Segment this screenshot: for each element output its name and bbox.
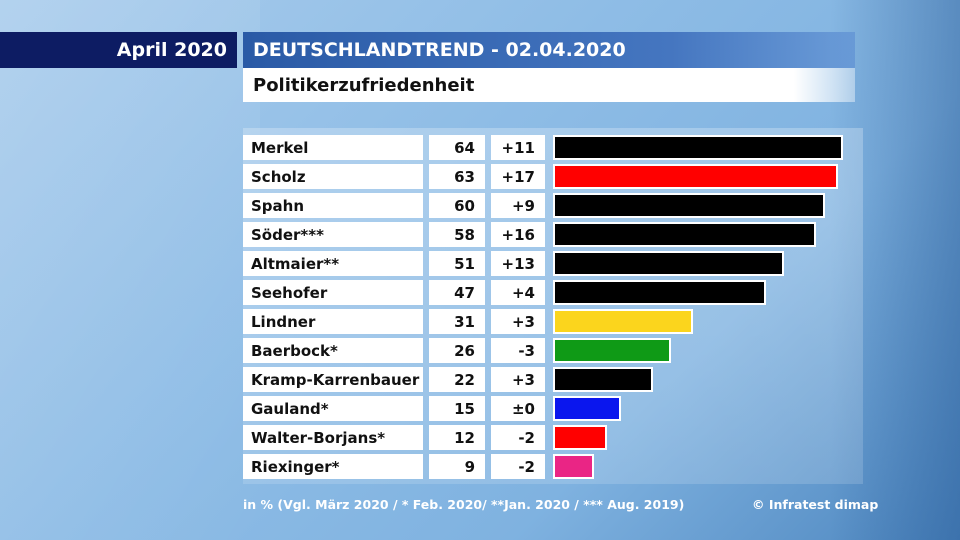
chart-row: Seehofer 47 +4 bbox=[243, 280, 863, 305]
category-label: Walter-Borjans* bbox=[243, 425, 423, 450]
bar bbox=[553, 164, 838, 189]
change-label: +9 bbox=[491, 193, 545, 218]
chart-row: Merkel 64 +11 bbox=[243, 135, 863, 160]
value-label: 31 bbox=[429, 309, 485, 334]
change-label: ±0 bbox=[491, 396, 545, 421]
change-label: -2 bbox=[491, 454, 545, 479]
background-decoration bbox=[0, 0, 260, 540]
chart-row: Gauland* 15 ±0 bbox=[243, 396, 863, 421]
category-label: Altmaier** bbox=[243, 251, 423, 276]
bar bbox=[553, 309, 693, 334]
value-label: 64 bbox=[429, 135, 485, 160]
bar bbox=[553, 193, 825, 218]
bar bbox=[553, 280, 766, 305]
bar bbox=[553, 251, 784, 276]
bar bbox=[553, 454, 594, 479]
category-label: Lindner bbox=[243, 309, 423, 334]
value-label: 15 bbox=[429, 396, 485, 421]
chart-subtitle: Politikerzufriedenheit bbox=[243, 68, 855, 102]
value-label: 9 bbox=[429, 454, 485, 479]
change-label: +4 bbox=[491, 280, 545, 305]
category-label: Kramp-Karrenbauer bbox=[243, 367, 423, 392]
change-label: +13 bbox=[491, 251, 545, 276]
chart-row: Riexinger* 9 -2 bbox=[243, 454, 863, 479]
bar bbox=[553, 425, 607, 450]
value-label: 51 bbox=[429, 251, 485, 276]
change-label: +11 bbox=[491, 135, 545, 160]
value-label: 58 bbox=[429, 222, 485, 247]
value-label: 60 bbox=[429, 193, 485, 218]
bar bbox=[553, 396, 621, 421]
chart-row: Walter-Borjans* 12 -2 bbox=[243, 425, 863, 450]
change-label: +3 bbox=[491, 309, 545, 334]
category-label: Riexinger* bbox=[243, 454, 423, 479]
chart-row: Spahn 60 +9 bbox=[243, 193, 863, 218]
value-label: 26 bbox=[429, 338, 485, 363]
chart-row: Altmaier** 51 +13 bbox=[243, 251, 863, 276]
category-label: Merkel bbox=[243, 135, 423, 160]
change-label: -3 bbox=[491, 338, 545, 363]
change-label: +16 bbox=[491, 222, 545, 247]
date-label: April 2020 bbox=[0, 32, 237, 68]
value-label: 47 bbox=[429, 280, 485, 305]
chart-row: Baerbock* 26 -3 bbox=[243, 338, 863, 363]
bar bbox=[553, 338, 671, 363]
bar bbox=[553, 222, 816, 247]
chart-row: Lindner 31 +3 bbox=[243, 309, 863, 334]
chart-row: Scholz 63 +17 bbox=[243, 164, 863, 189]
value-label: 22 bbox=[429, 367, 485, 392]
category-label: Söder*** bbox=[243, 222, 423, 247]
change-label: -2 bbox=[491, 425, 545, 450]
footnote: in % (Vgl. März 2020 / * Feb. 2020/ **Ja… bbox=[243, 497, 685, 512]
source-credit: © Infratest dimap bbox=[752, 497, 879, 512]
change-label: +3 bbox=[491, 367, 545, 392]
change-label: +17 bbox=[491, 164, 545, 189]
page-title: DEUTSCHLANDTREND - 02.04.2020 bbox=[243, 32, 855, 68]
chart-row: Söder*** 58 +16 bbox=[243, 222, 863, 247]
bar bbox=[553, 367, 653, 392]
category-label: Scholz bbox=[243, 164, 423, 189]
chart-row: Kramp-Karrenbauer 22 +3 bbox=[243, 367, 863, 392]
category-label: Spahn bbox=[243, 193, 423, 218]
bar bbox=[553, 135, 843, 160]
value-label: 63 bbox=[429, 164, 485, 189]
category-label: Gauland* bbox=[243, 396, 423, 421]
category-label: Baerbock* bbox=[243, 338, 423, 363]
value-label: 12 bbox=[429, 425, 485, 450]
category-label: Seehofer bbox=[243, 280, 423, 305]
